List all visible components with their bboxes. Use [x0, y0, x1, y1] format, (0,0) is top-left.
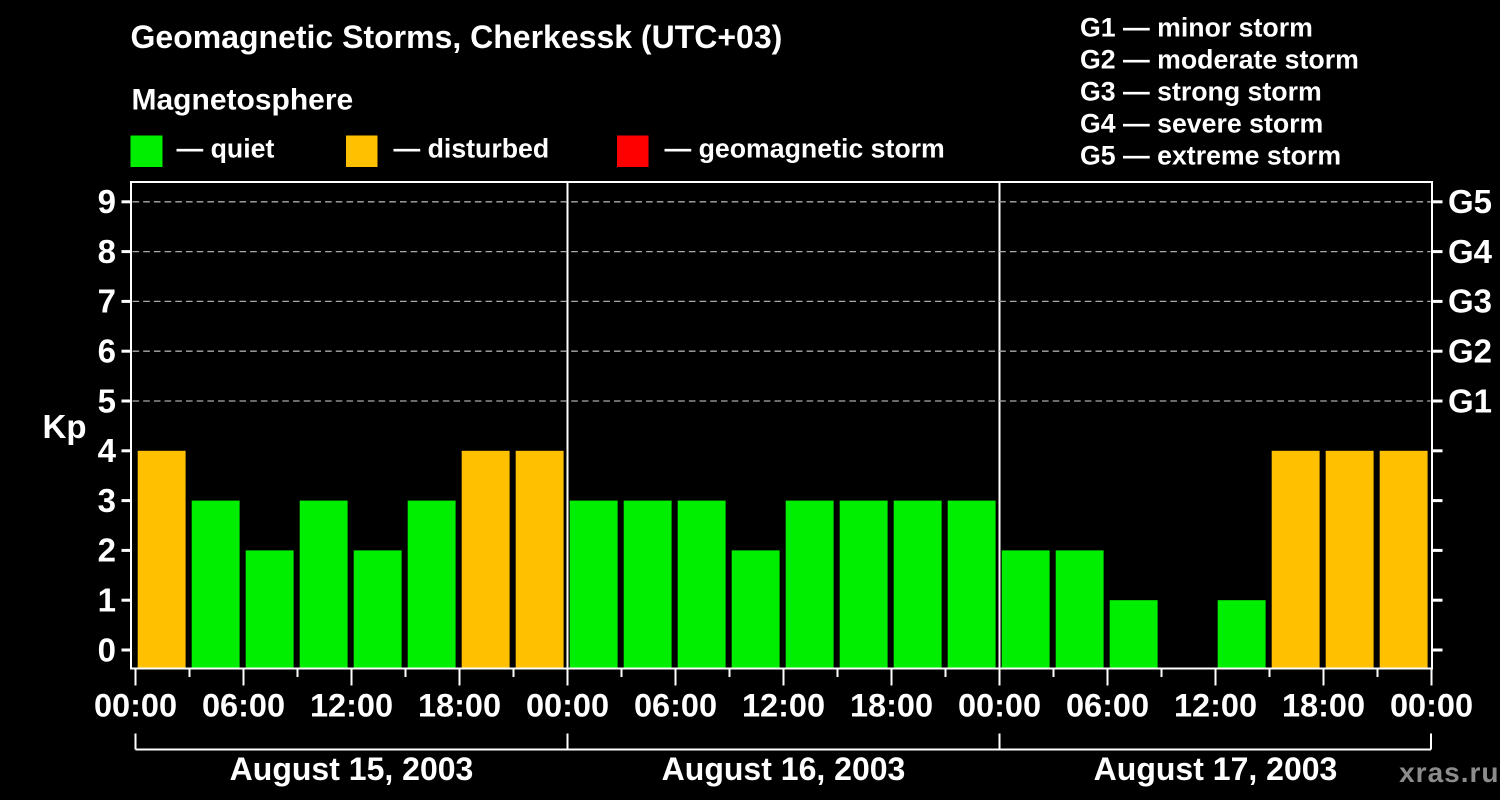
svg-text:6: 6	[98, 333, 116, 370]
svg-text:Magnetosphere: Magnetosphere	[132, 83, 354, 116]
svg-text:G4: G4	[1448, 233, 1493, 270]
svg-text:G1: G1	[1448, 382, 1492, 419]
svg-text:Kp: Kp	[43, 408, 87, 445]
svg-text:G3 — strong storm: G3 — strong storm	[1080, 76, 1322, 106]
svg-text:06:00: 06:00	[202, 687, 285, 723]
svg-text:G1 — minor storm: G1 — minor storm	[1080, 12, 1313, 42]
svg-text:00:00: 00:00	[526, 687, 609, 723]
svg-text:00:00: 00:00	[958, 687, 1041, 723]
svg-text:12:00: 12:00	[310, 687, 393, 723]
svg-text:7: 7	[98, 283, 116, 320]
svg-text:12:00: 12:00	[742, 687, 825, 723]
svg-text:xras.ru: xras.ru	[1399, 757, 1499, 788]
svg-text:18:00: 18:00	[418, 687, 501, 723]
svg-text:12:00: 12:00	[1174, 687, 1257, 723]
svg-text:9: 9	[98, 183, 116, 220]
svg-text:G2: G2	[1448, 333, 1492, 370]
svg-text:August 16, 2003: August 16, 2003	[662, 751, 906, 787]
svg-text:00:00: 00:00	[94, 687, 177, 723]
svg-text:G2 — moderate storm: G2 — moderate storm	[1080, 44, 1359, 74]
svg-text:— quiet: — quiet	[177, 134, 275, 164]
svg-text:1: 1	[98, 582, 116, 619]
svg-text:18:00: 18:00	[850, 687, 933, 723]
svg-text:18:00: 18:00	[1282, 687, 1365, 723]
svg-text:G5: G5	[1448, 183, 1492, 220]
svg-text:G4 — severe storm: G4 — severe storm	[1080, 108, 1323, 138]
svg-text:06:00: 06:00	[634, 687, 717, 723]
svg-text:2: 2	[98, 532, 116, 569]
svg-text:Geomagnetic Storms, Cherkessk: Geomagnetic Storms, Cherkessk (UTC+03)	[131, 19, 783, 55]
svg-text:3: 3	[98, 482, 116, 519]
svg-text:8: 8	[98, 233, 116, 270]
svg-text:4: 4	[98, 432, 117, 469]
svg-text:06:00: 06:00	[1066, 687, 1149, 723]
svg-text:August 15, 2003: August 15, 2003	[230, 751, 474, 787]
svg-text:— disturbed: — disturbed	[394, 134, 550, 164]
svg-text:00:00: 00:00	[1390, 687, 1473, 723]
svg-text:G5 — extreme storm: G5 — extreme storm	[1080, 140, 1341, 170]
svg-text:0: 0	[98, 631, 116, 668]
svg-text:G3: G3	[1448, 283, 1492, 320]
svg-text:August 17, 2003: August 17, 2003	[1094, 751, 1338, 787]
svg-text:5: 5	[98, 382, 116, 419]
svg-text:— geomagnetic storm: — geomagnetic storm	[665, 134, 945, 164]
